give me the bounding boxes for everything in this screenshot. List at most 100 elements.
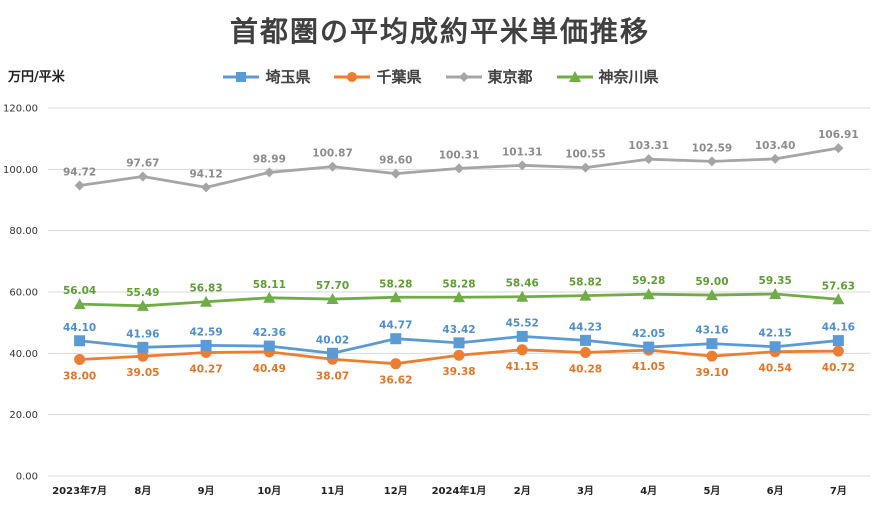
data-point bbox=[832, 335, 844, 347]
data-point bbox=[579, 346, 591, 358]
x-tick-label: 9月 bbox=[198, 485, 215, 497]
x-tick-label: 2024年1月 bbox=[432, 484, 487, 497]
data-label: 39.10 bbox=[695, 367, 728, 379]
data-label: 40.27 bbox=[189, 364, 222, 376]
data-label: 58.46 bbox=[506, 278, 539, 290]
data-label: 39.38 bbox=[442, 366, 475, 378]
y-tick-label: 100.00 bbox=[3, 165, 38, 176]
data-point bbox=[643, 154, 654, 165]
data-label: 36.62 bbox=[379, 375, 412, 387]
data-label: 40.54 bbox=[759, 363, 792, 375]
data-point bbox=[326, 293, 339, 305]
x-tick-label: 2023年7月 bbox=[52, 484, 107, 497]
data-label: 42.15 bbox=[759, 328, 792, 340]
data-label: 94.72 bbox=[63, 167, 96, 179]
data-point bbox=[580, 162, 591, 173]
data-label: 43.16 bbox=[695, 325, 728, 337]
data-point bbox=[454, 163, 464, 174]
data-label: 40.49 bbox=[253, 363, 286, 375]
data-label: 102.59 bbox=[692, 142, 733, 154]
data-label: 98.60 bbox=[379, 155, 412, 167]
data-point bbox=[390, 333, 402, 345]
x-tick-label: 5月 bbox=[703, 485, 720, 497]
data-point bbox=[516, 344, 528, 356]
data-label: 43.42 bbox=[442, 324, 475, 336]
data-label: 39.05 bbox=[126, 367, 159, 379]
legend-label: 千葉県 bbox=[376, 68, 422, 86]
y-tick-label: 20.00 bbox=[9, 410, 38, 421]
legend: 埼玉県 千葉県 東京都 神奈川県 bbox=[0, 66, 880, 87]
y-tick-label: 120.00 bbox=[3, 104, 38, 115]
data-point bbox=[136, 299, 149, 311]
data-label: 55.49 bbox=[126, 287, 159, 299]
data-point bbox=[390, 358, 402, 370]
data-label: 40.28 bbox=[569, 363, 602, 375]
data-label: 58.82 bbox=[569, 277, 602, 289]
data-point bbox=[201, 182, 212, 193]
data-point bbox=[74, 353, 86, 365]
data-label: 98.99 bbox=[253, 153, 286, 165]
data-label: 94.12 bbox=[189, 168, 222, 180]
legend-label: 東京都 bbox=[487, 68, 533, 86]
data-label: 40.02 bbox=[316, 334, 349, 346]
data-point bbox=[263, 291, 276, 303]
legend-item: 神奈川県 bbox=[555, 66, 659, 87]
data-point bbox=[517, 160, 528, 171]
data-label: 40.72 bbox=[822, 362, 855, 374]
legend-swatch bbox=[334, 71, 371, 82]
data-label: 38.07 bbox=[316, 370, 349, 382]
legend-swatch bbox=[556, 70, 593, 82]
data-point bbox=[327, 161, 338, 172]
x-tick-label: 3月 bbox=[577, 485, 594, 497]
y-tick-label: 60.00 bbox=[9, 288, 38, 299]
data-point bbox=[832, 293, 845, 305]
data-point bbox=[642, 288, 655, 300]
data-label: 41.05 bbox=[632, 361, 665, 373]
data-point bbox=[327, 347, 339, 359]
y-tick-label: 0.00 bbox=[16, 472, 38, 483]
data-point bbox=[643, 341, 655, 353]
y-tick-label: 40.00 bbox=[9, 349, 38, 360]
data-label: 103.31 bbox=[628, 140, 669, 152]
data-label: 45.52 bbox=[506, 317, 539, 329]
data-label: 42.05 bbox=[632, 328, 665, 340]
data-point bbox=[769, 341, 781, 353]
legend-label: 神奈川県 bbox=[598, 68, 659, 86]
data-point bbox=[769, 287, 782, 299]
chart-title: 首都圏の平均成約平米単価推移 bbox=[229, 15, 650, 48]
x-tick-label: 11月 bbox=[321, 485, 345, 497]
data-point bbox=[453, 291, 465, 303]
data-label: 44.16 bbox=[822, 322, 855, 334]
legend-item: 埼玉県 bbox=[221, 66, 310, 87]
data-label: 58.28 bbox=[379, 278, 412, 290]
x-tick-label: 12月 bbox=[384, 485, 408, 497]
data-label: 58.11 bbox=[253, 279, 286, 291]
data-point bbox=[706, 338, 718, 350]
data-point bbox=[706, 156, 717, 167]
data-label: 58.28 bbox=[442, 278, 475, 290]
data-point bbox=[453, 349, 465, 361]
data-point bbox=[832, 345, 844, 357]
data-point bbox=[706, 350, 718, 362]
x-tick-label: 4月 bbox=[640, 485, 657, 497]
x-tick-label: 7月 bbox=[830, 485, 847, 497]
data-label: 100.87 bbox=[312, 148, 353, 160]
data-label: 56.04 bbox=[63, 285, 96, 297]
data-point bbox=[74, 335, 86, 347]
data-point bbox=[453, 337, 465, 349]
data-point bbox=[73, 298, 86, 310]
x-tick-label: 8月 bbox=[134, 485, 151, 497]
data-point bbox=[137, 171, 148, 182]
data-label: 42.59 bbox=[189, 326, 222, 338]
data-point bbox=[833, 143, 844, 154]
legend-label: 埼玉県 bbox=[265, 68, 311, 86]
data-point bbox=[705, 289, 718, 301]
data-point bbox=[137, 341, 149, 353]
data-label: 97.67 bbox=[126, 157, 159, 169]
data-label: 41.15 bbox=[506, 361, 539, 373]
legend-item: 東京都 bbox=[444, 66, 533, 87]
data-point bbox=[200, 339, 212, 351]
data-label: 59.00 bbox=[695, 276, 728, 288]
data-point bbox=[137, 350, 149, 362]
legend-swatch bbox=[223, 71, 260, 82]
